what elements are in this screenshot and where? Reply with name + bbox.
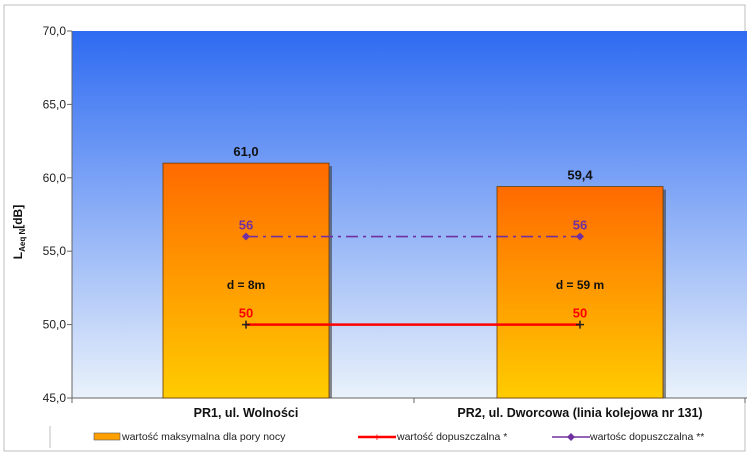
limit-label: 50 [239,306,253,321]
y-tick-label: 65,0 [43,97,67,111]
y-tick-label: 60,0 [43,171,67,185]
limit-lines: 50 50 56 56 [239,218,587,329]
legend-bar-label: wartość maksymalna dla pory nocy [121,431,286,443]
y-tick-label: 55,0 [43,244,67,258]
limit-label: 56 [573,218,587,233]
legend-limit2-marker [567,433,575,441]
y-tick-label: 70,0 [43,24,67,38]
legend: wartość maksymalna dla pory nocy + warto… [49,426,704,448]
limit-marker [242,232,250,241]
y-tick-label: 50,0 [43,318,67,332]
y-tick-label: 45,0 [43,391,67,405]
x-tick-label: PR2, ul. Dworcowa (linia kolejowa nr 131… [457,406,702,420]
legend-limit2-label: wartośc dopuszczalna ** [589,431,704,443]
y-axis: 45,0 50,0 55,0 60,0 65,0 70,0 [43,24,73,405]
y-axis-label: LAeq N[dB] [11,205,27,259]
limit-label: 50 [573,306,587,321]
annotations: d = 8m d = 59 m [227,278,604,292]
legend-limit1-marker: + [374,432,380,444]
limit-label: 56 [239,218,253,233]
legend-limit1-label: wartość dopuszczalna * [396,431,507,443]
legend-bar-swatch [93,432,121,441]
bar [496,186,664,399]
distance-annotation: d = 8m [227,278,265,292]
bar-value-label: 59,4 [567,168,593,183]
distance-annotation: d = 59 m [556,278,604,292]
x-tick-label: PR1, ul. Wolności [194,406,299,420]
bar-series: 61,0 59,4 [162,144,666,399]
limit-marker [576,232,584,241]
bar-value-label: 61,0 [233,144,258,159]
bar [162,162,330,399]
